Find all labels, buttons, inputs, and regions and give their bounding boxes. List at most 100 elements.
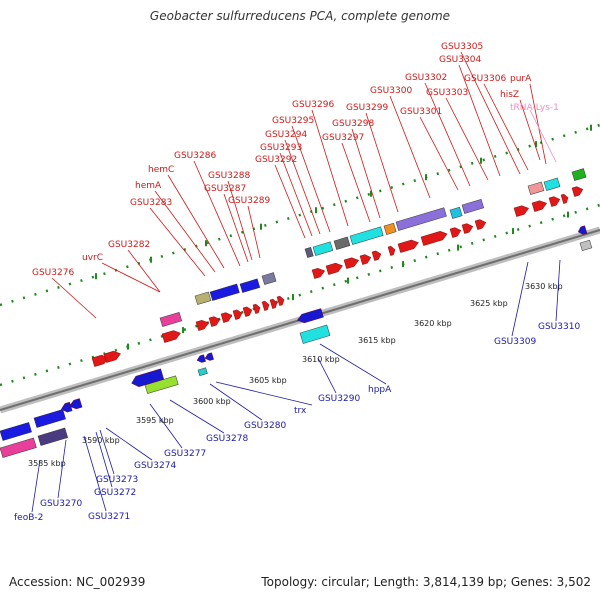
gene-block xyxy=(349,226,384,245)
scale-tick-label: 3590 kbp xyxy=(82,436,120,445)
label-leader-line xyxy=(365,112,399,213)
label-leader-line xyxy=(445,97,489,181)
map-title: Geobacter sulfurreducens PCA, complete g… xyxy=(149,9,451,23)
gene-arrow xyxy=(208,316,221,327)
gene-block xyxy=(197,367,208,377)
gene-arrow xyxy=(461,223,474,234)
label-leader-line xyxy=(529,109,557,163)
gene-label-gsu3303: GSU3303 xyxy=(426,88,468,98)
gene-block xyxy=(37,427,69,446)
label-leader-line xyxy=(341,142,371,223)
label-leader-line xyxy=(458,64,501,177)
gene-label-gsu3297: GSU3297 xyxy=(322,133,364,143)
gene-label-gsu3271: GSU3271 xyxy=(88,512,130,522)
gene-label-hisz: hisZ xyxy=(500,90,519,100)
gene-label-gsu3273: GSU3273 xyxy=(96,475,138,485)
gene-label-gsu3292: GSU3292 xyxy=(255,155,297,165)
gene-label-gsu3277: GSU3277 xyxy=(164,449,206,459)
reverse-dotted-track xyxy=(0,203,600,387)
label-leader-line xyxy=(83,435,107,512)
gene-arrow xyxy=(232,309,243,320)
label-leader-line xyxy=(483,83,529,171)
gene-label-gsu3272: GSU3272 xyxy=(94,488,136,498)
gene-block xyxy=(299,324,331,344)
gene-arrow xyxy=(513,205,530,217)
gene-label-gsu3282: GSU3282 xyxy=(108,240,150,250)
gene-arrow xyxy=(531,200,548,212)
label-leader-line xyxy=(319,343,387,385)
label-leader-line xyxy=(511,261,529,337)
genome-map: 3585 kbp 3590 kbp 3595 kbp 3600 kbp 3605 kbp… xyxy=(0,42,600,523)
label-leader-line xyxy=(247,205,261,259)
label-leader-line xyxy=(167,174,225,269)
gene-label-gsu3288: GSU3288 xyxy=(208,171,250,181)
gene-block xyxy=(33,409,66,428)
gene-label-gsu3298: GSU3298 xyxy=(332,119,374,129)
genome-summary-text: Topology: circular; Length: 3,814,139 bp… xyxy=(261,575,591,589)
gene-arrow xyxy=(474,219,487,230)
gene-label-gsu3293: GSU3293 xyxy=(260,143,302,153)
gene-label-gsu3306: GSU3306 xyxy=(464,74,506,84)
gene-block xyxy=(304,246,314,258)
gene-block xyxy=(571,168,587,181)
gene-arrow xyxy=(311,268,326,279)
gene-arrow xyxy=(359,254,372,265)
gene-arrow xyxy=(242,306,253,317)
label-leader-line xyxy=(529,83,547,165)
gene-block xyxy=(194,291,212,305)
gene-block xyxy=(0,437,37,458)
accession-text: Accession: NC_002939 xyxy=(9,575,146,589)
label-leader-line xyxy=(169,399,225,434)
gene-arrow xyxy=(397,239,419,253)
gene-label-gsu3299: GSU3299 xyxy=(346,103,388,113)
gene-arrow xyxy=(548,196,561,207)
gene-label-gsu3274: GSU3274 xyxy=(134,461,176,471)
gene-label-gsu3287: GSU3287 xyxy=(204,184,246,194)
gene-arrow xyxy=(325,262,343,275)
gene-label-gsu3276: GSU3276 xyxy=(32,268,74,278)
gene-label-uvrc: uvrC xyxy=(82,253,103,263)
label-leader-line xyxy=(101,262,161,293)
gene-label-gsu3280: GSU3280 xyxy=(244,421,286,431)
label-leader-line xyxy=(519,99,541,161)
label-leader-line xyxy=(311,109,349,227)
gene-arrow xyxy=(577,225,588,235)
gene-label-hemc: hemC xyxy=(148,165,174,175)
gene-arrow xyxy=(261,300,270,311)
gene-block xyxy=(579,239,593,251)
gene-arrow xyxy=(161,330,181,343)
gene-block xyxy=(383,222,397,235)
label-leader-line xyxy=(95,431,113,488)
gene-arrow xyxy=(571,186,584,197)
forward-dotted-track xyxy=(0,123,600,307)
scale-tick-label: 3600 kbp xyxy=(193,397,231,406)
gene-label-gsu3289: GSU3289 xyxy=(228,196,270,206)
gene-arrow xyxy=(560,193,569,204)
scale-tick-label: 3630 kbp xyxy=(525,282,563,291)
label-leader-line xyxy=(57,439,67,499)
label-leader-line xyxy=(284,139,321,235)
gene-label-gsu3296: GSU3296 xyxy=(292,100,334,110)
gene-label-gsu3310: GSU3310 xyxy=(538,322,580,332)
scale-tick-label: 3585 kbp xyxy=(28,459,66,468)
gene-arrow xyxy=(449,227,462,238)
label-leader-line xyxy=(460,51,521,175)
label-leader-line xyxy=(154,190,216,273)
label-leader-line xyxy=(215,381,313,406)
gene-label-hppa: hppA xyxy=(368,385,392,395)
gene-label-pura: purA xyxy=(510,74,532,84)
gene-label-gsu3300: GSU3300 xyxy=(370,86,412,96)
gene-label-gsu3302: GSU3302 xyxy=(405,73,447,83)
gene-label-gsu3309: GSU3309 xyxy=(494,337,536,347)
gene-arrow xyxy=(343,257,360,269)
label-leader-line xyxy=(279,152,313,237)
gene-arrow xyxy=(276,295,285,306)
gene-arrow xyxy=(204,352,214,361)
gene-arrow xyxy=(420,231,448,246)
gene-arrow xyxy=(131,368,165,388)
label-leader-line xyxy=(317,357,337,394)
gene-block xyxy=(0,422,32,441)
scale-tick-label: 3625 kbp xyxy=(470,299,508,308)
gene-arrow xyxy=(371,250,382,261)
gene-block xyxy=(333,236,351,250)
